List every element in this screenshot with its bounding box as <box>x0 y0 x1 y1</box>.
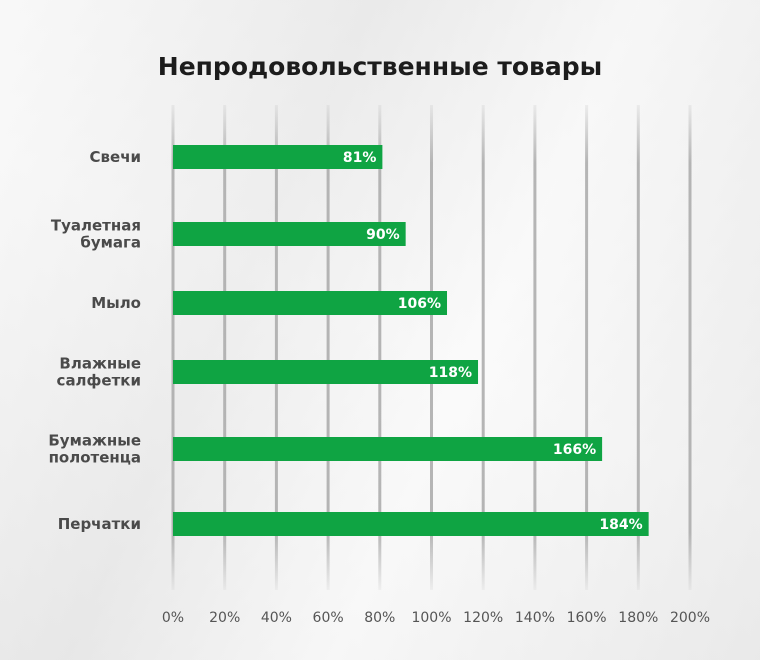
bar-value-label: 90% <box>366 227 400 243</box>
gridline <box>326 105 330 590</box>
x-tick-label: 180% <box>618 610 658 626</box>
value-labels: 81% 90% 106% 118% 166% 184% <box>343 150 643 533</box>
chart-title: Непродовольственные товары <box>157 52 603 81</box>
category-label-line: Влажные <box>59 355 141 373</box>
x-tick-label: 20% <box>209 610 240 626</box>
x-tick-label: 40% <box>261 610 292 626</box>
category-label-line: Бумажные <box>48 432 141 450</box>
gridline <box>430 105 433 590</box>
gridline <box>636 105 640 590</box>
gridline <box>688 105 692 590</box>
gridlines <box>171 105 692 590</box>
x-tick-label: 120% <box>463 610 503 626</box>
bars <box>173 145 649 536</box>
x-axis-tick-labels: 0% 20% 40% 60% 80% 100% 120% 140% 160% 180% 200% <box>162 610 710 626</box>
category-label: Туалетная бумага <box>51 217 141 252</box>
bar <box>173 145 383 169</box>
gridline <box>585 105 589 590</box>
bar <box>173 291 448 315</box>
bar-value-label: 118% <box>429 365 472 381</box>
x-tick-label: 100% <box>411 610 451 626</box>
category-labels: Свечи Туалетная бумага Мыло Влажные салфетки Б… <box>48 148 141 533</box>
x-tick-label: 0% <box>162 610 184 626</box>
bar-value-label: 166% <box>553 442 596 458</box>
category-label-line: Перчатки <box>58 515 141 533</box>
bar-value-label: 106% <box>398 296 441 312</box>
x-tick-label: 140% <box>515 610 555 626</box>
category-label: Мыло <box>91 294 141 312</box>
gridline <box>378 105 382 590</box>
category-label-line: Мыло <box>91 294 141 312</box>
category-label-line: бумага <box>80 234 141 252</box>
gridline <box>533 105 537 590</box>
x-tick-label: 200% <box>670 610 710 626</box>
gridline <box>171 105 175 590</box>
gridline <box>223 105 227 590</box>
category-label-line: полотенца <box>49 449 141 467</box>
x-tick-label: 60% <box>313 610 344 626</box>
bar <box>173 222 406 246</box>
bar <box>173 437 603 461</box>
bar <box>173 512 649 536</box>
gridline <box>481 105 485 590</box>
category-label: Свечи <box>90 148 141 166</box>
x-tick-label: 160% <box>567 610 607 626</box>
category-label-line: салфетки <box>57 372 141 390</box>
bar <box>173 360 479 384</box>
category-label-line: Туалетная <box>51 217 141 235</box>
bar-value-label: 81% <box>343 150 377 166</box>
category-label: Бумажные полотенца <box>48 432 141 467</box>
category-label: Перчатки <box>58 515 141 533</box>
x-tick-label: 80% <box>364 610 395 626</box>
category-label-line: Свечи <box>90 148 141 166</box>
gridline <box>274 105 278 590</box>
category-label: Влажные салфетки <box>57 355 141 390</box>
bar-value-label: 184% <box>599 517 642 533</box>
